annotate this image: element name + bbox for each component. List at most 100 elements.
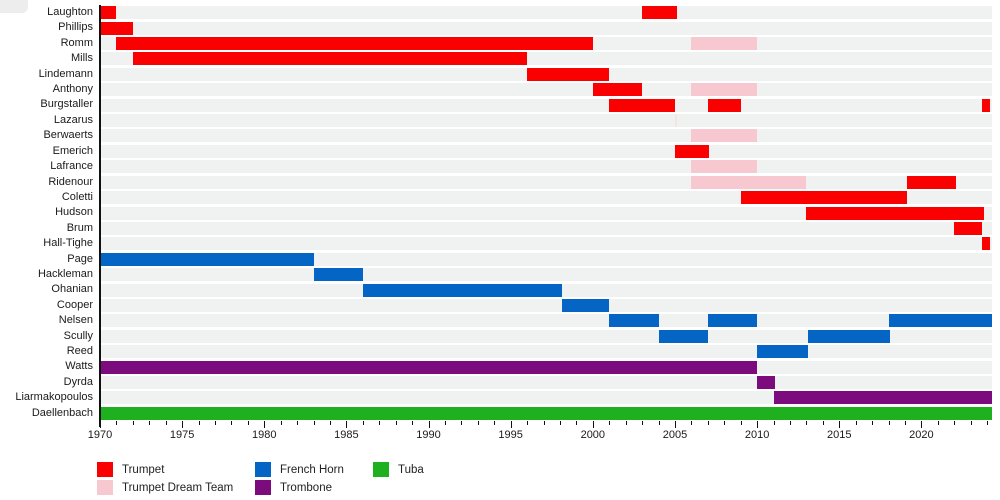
x-axis-minor-tick — [494, 421, 496, 425]
x-axis-minor-tick — [132, 421, 134, 425]
x-axis-minor-tick — [658, 421, 660, 425]
timeline-bar — [100, 21, 133, 35]
row-label: Scully — [63, 329, 93, 342]
timeline-bar — [888, 314, 992, 328]
row-label: Daellenbach — [31, 406, 93, 419]
legend-label: Tuba — [398, 464, 424, 476]
x-axis-year-label: 1985 — [334, 429, 359, 441]
x-axis-minor-tick — [987, 421, 989, 425]
timeline-bar — [642, 6, 677, 20]
x-axis-year-label: 1975 — [169, 429, 195, 441]
row-stripe — [100, 237, 992, 251]
x-axis-minor-tick — [297, 421, 299, 425]
timeline-bar — [116, 37, 593, 51]
row-label: Hall-Tighe — [43, 237, 93, 250]
row-label: Lazarus — [53, 113, 93, 126]
row-stripe — [100, 129, 992, 143]
x-axis-major-tick — [346, 421, 348, 428]
row-label: Lindemann — [38, 67, 93, 80]
plot-area — [100, 5, 992, 421]
timeline-bar — [982, 98, 991, 112]
row-label: Romm — [60, 36, 93, 49]
timeline-bar — [691, 37, 758, 51]
x-axis: 1970 1975 1980 1985 1990 1995 2000 2005 2010 2015… — [88, 421, 992, 446]
row-label: Hackleman — [37, 267, 93, 280]
x-axis-minor-tick — [231, 421, 233, 425]
x-axis-major-tick — [100, 421, 101, 428]
timeline-bar — [954, 221, 983, 235]
row-label: Phillips — [58, 21, 93, 34]
timeline-bar — [691, 83, 758, 97]
legend-label: French Horn — [280, 464, 344, 476]
french-horn-color-swatch — [255, 462, 271, 477]
x-axis-minor-tick — [707, 421, 709, 425]
y-axis-line — [99, 5, 101, 427]
timeline-bar — [313, 268, 363, 282]
x-axis-year-label: 1970 — [87, 429, 113, 441]
timeline-bar — [100, 360, 758, 374]
timeline-bar — [691, 160, 758, 174]
x-axis-minor-tick — [116, 421, 118, 425]
row-label: Berwaerts — [43, 129, 93, 142]
row-label: Hudson — [55, 206, 93, 219]
timeline-bar — [592, 83, 643, 97]
timeline-bar — [906, 175, 956, 189]
trumpet-color-swatch — [97, 462, 113, 477]
timeline-bar — [707, 98, 741, 112]
x-axis-minor-tick — [937, 421, 939, 425]
x-axis-minor-tick — [461, 421, 463, 425]
row-stripe — [100, 314, 992, 328]
row-label: Liarmakopoulos — [15, 391, 93, 404]
x-axis-minor-tick — [214, 421, 216, 425]
row-label: Reed — [66, 345, 93, 358]
x-axis-minor-tick — [198, 421, 200, 425]
row-label: Watts — [65, 360, 93, 373]
x-axis-minor-tick — [313, 421, 315, 425]
x-axis-year-label: 2015 — [826, 429, 852, 441]
x-axis-minor-tick — [970, 421, 972, 425]
row-stripe — [100, 252, 992, 266]
timeline-bar — [806, 206, 984, 220]
x-axis-minor-tick — [822, 421, 824, 425]
x-axis-minor-tick — [444, 421, 446, 425]
x-axis-minor-tick — [576, 421, 578, 425]
x-axis-major-tick — [428, 421, 430, 428]
x-axis-minor-tick — [379, 421, 381, 425]
row-label: Ridenour — [48, 175, 93, 188]
x-axis-year-label: 2000 — [580, 429, 606, 441]
row-stripe — [100, 376, 992, 390]
timeline-bar — [757, 345, 808, 359]
row-labels: Laughton Phillips Romm Mills Lindemann Anthon… — [0, 5, 93, 421]
x-axis-year-label: 2005 — [662, 429, 688, 441]
x-axis-minor-tick — [904, 421, 906, 425]
row-label: Mills — [71, 52, 93, 65]
timeline-bar — [132, 52, 528, 66]
timeline-bar — [100, 406, 992, 420]
x-axis-minor-tick — [954, 421, 956, 425]
x-axis-minor-tick — [888, 421, 890, 425]
x-axis-major-tick — [757, 421, 759, 428]
x-axis-year-label: 1980 — [252, 429, 277, 441]
timeline-bar — [691, 129, 758, 143]
timeline-bar — [100, 6, 117, 20]
timeline-bar — [561, 298, 610, 312]
timeline-bar — [982, 237, 991, 251]
timeline-bar — [527, 67, 610, 81]
x-axis-major-tick — [182, 421, 184, 428]
row-label: Emerich — [52, 144, 93, 157]
timeline-bar — [757, 376, 776, 390]
row-stripe — [100, 114, 992, 128]
corner-shade — [0, 0, 28, 13]
row-stripe — [100, 391, 992, 405]
timeline-bar — [100, 252, 314, 266]
row-label: Lafrance — [50, 160, 93, 173]
x-axis-minor-tick — [740, 421, 742, 425]
legend: Trumpet Trumpet Dream Team French Horn T… — [0, 455, 1000, 500]
timeline-bar — [362, 283, 562, 297]
x-axis-minor-tick — [395, 421, 397, 425]
row-label: Burgstaller — [40, 98, 93, 111]
x-axis-major-tick — [264, 421, 266, 428]
row-stripe — [100, 6, 992, 20]
timeline-bar — [740, 191, 907, 205]
